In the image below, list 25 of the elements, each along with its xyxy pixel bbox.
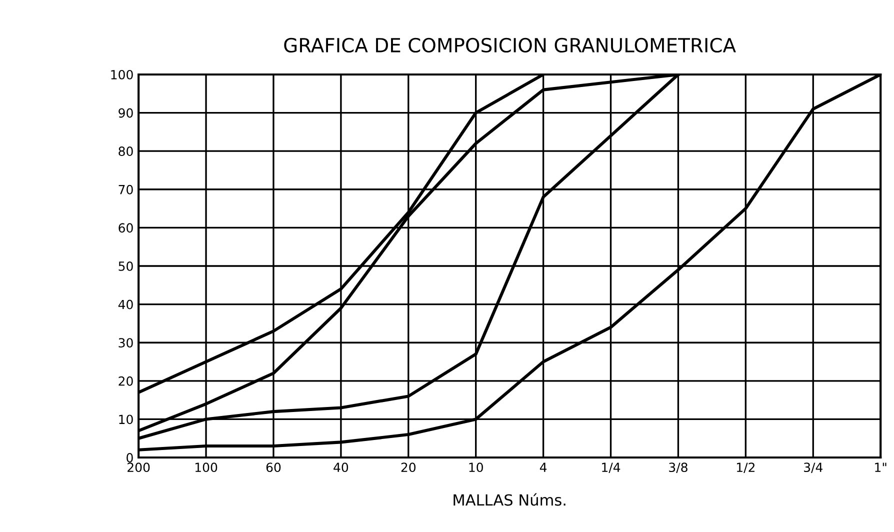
y-tick-label: 80 (118, 146, 133, 156)
y-tick-label: 70 (118, 184, 133, 194)
x-tick-label: 60 (266, 462, 281, 472)
y-tick-label: 30 (118, 338, 133, 348)
x-tick-label: 3/4 (804, 462, 822, 474)
x-tick-label: 10 (469, 462, 483, 472)
x-tick-label: 200 (128, 462, 150, 472)
x-tick-label: 4 (540, 462, 547, 472)
y-tick-label: 0 (126, 452, 133, 462)
y-tick-label: 60 (118, 223, 133, 233)
y-tick-label: 100 (111, 70, 133, 80)
y-tick-label: 10 (119, 414, 133, 424)
x-tick-label: 1/4 (602, 462, 620, 474)
x-axis-title: MALLAS Núms. (454, 493, 566, 506)
x-tick-label: 3/8 (669, 462, 688, 474)
chart-title: GRAFICA DE COMPOSICION GRANULOMETRICA (284, 38, 736, 53)
x-tick-label: 20 (401, 462, 416, 472)
y-tick-label: 90 (118, 108, 133, 118)
x-tick-label: 1" (875, 462, 886, 472)
x-tick-label: 1/2 (736, 462, 754, 474)
y-tick-label: 50 (118, 261, 133, 271)
x-tick-label: 40 (334, 462, 348, 472)
x-tick-label: 100 (195, 462, 218, 472)
y-tick-label: 20 (118, 376, 133, 386)
y-tick-label: 40 (118, 300, 133, 310)
